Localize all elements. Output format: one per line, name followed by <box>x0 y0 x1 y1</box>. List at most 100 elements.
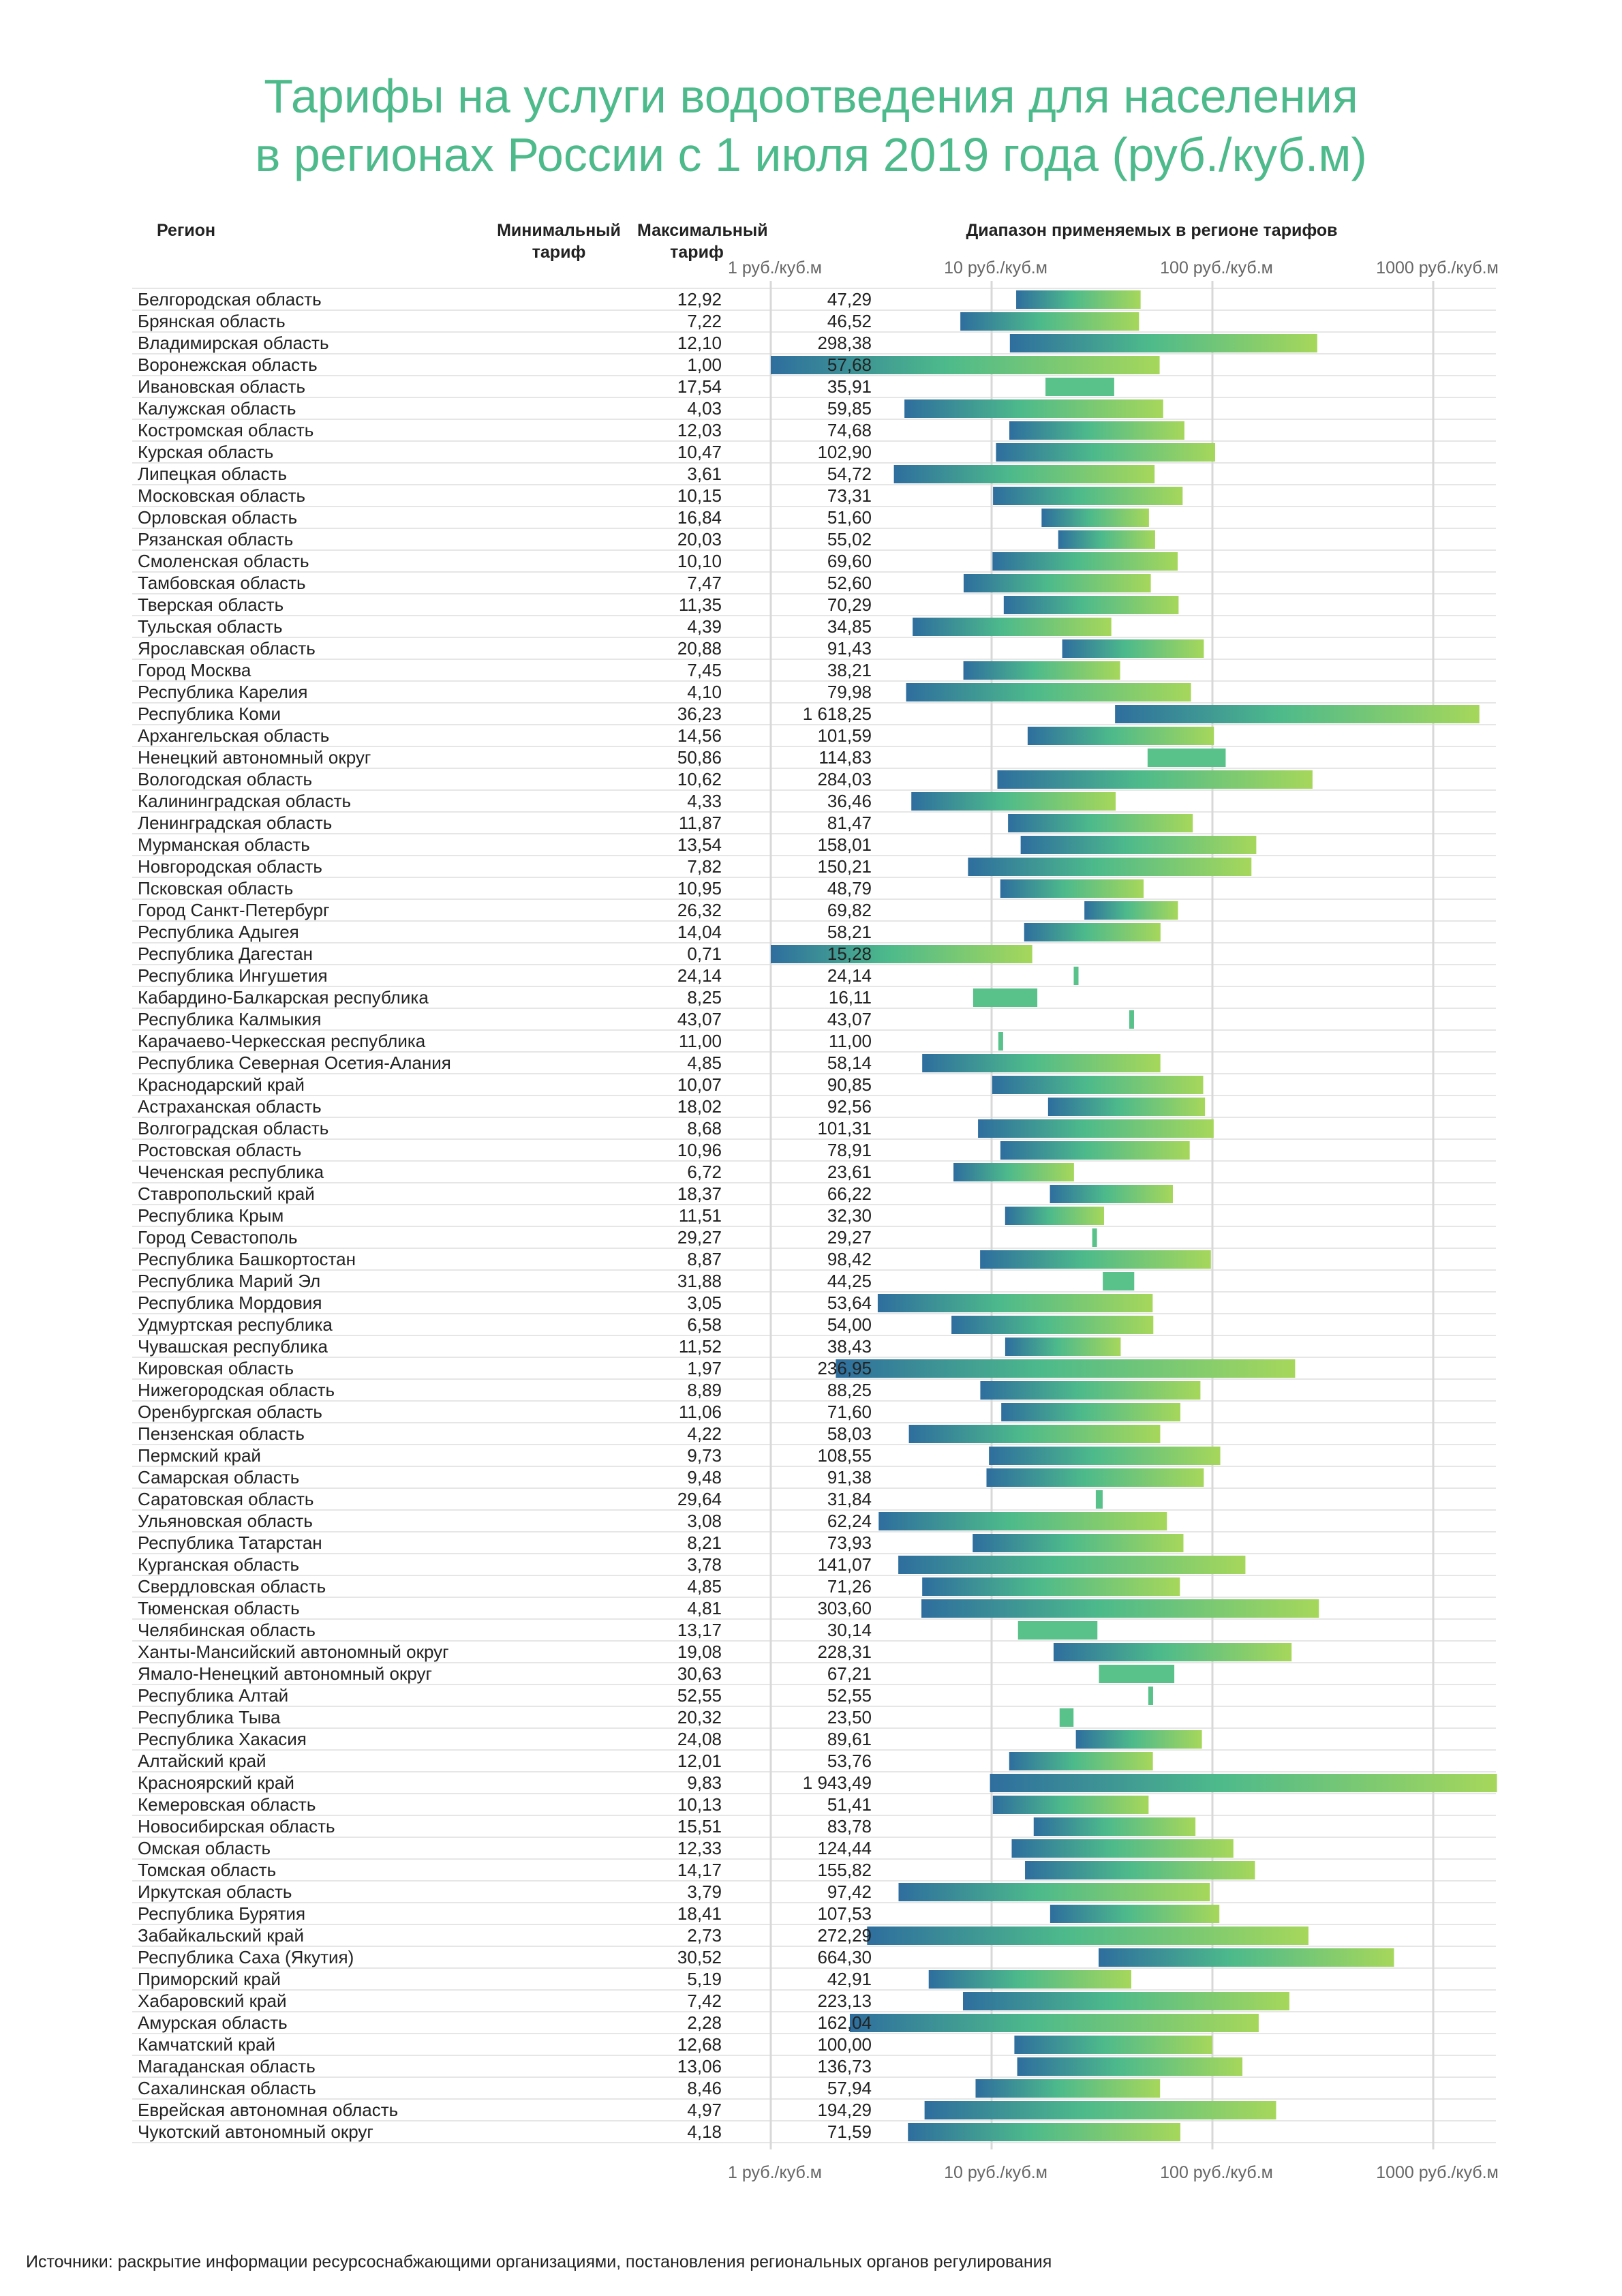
range-bar <box>998 1032 1003 1051</box>
max-tariff-value: 108,55 <box>817 1445 872 1466</box>
region-name: Чеченская республика <box>138 1162 324 1182</box>
range-bar <box>836 1359 1296 1378</box>
min-tariff-value: 12,03 <box>677 420 722 440</box>
region-name: Костромская область <box>138 420 314 440</box>
table-row: Приморский край 5,19 42,91 <box>132 1968 1448 1990</box>
min-tariff-value: 8,46 <box>687 2078 722 2098</box>
region-name: Челябинская область <box>138 1620 316 1640</box>
min-tariff-value: 4,33 <box>687 791 722 811</box>
min-tariff-value: 4,97 <box>687 2100 722 2120</box>
max-tariff-value: 32,30 <box>827 1205 872 1226</box>
region-name: Ненецкий автономный округ <box>138 747 371 768</box>
max-tariff-value: 114,83 <box>818 747 872 768</box>
min-tariff-value: 18,37 <box>677 1183 722 1204</box>
min-tariff-value: 14,04 <box>677 922 722 942</box>
range-bar <box>951 1316 1154 1334</box>
min-tariff-value: 13,17 <box>677 1620 722 1640</box>
max-tariff-value: 34,85 <box>827 616 872 637</box>
range-bar <box>1099 1665 1175 1683</box>
region-name: Кемеровская область <box>138 1794 316 1815</box>
table-row: Ханты-Мансийский автономный округ 19,08 22… <box>132 1641 1448 1663</box>
max-tariff-value: 71,26 <box>827 1576 872 1597</box>
max-tariff-value: 228,31 <box>817 1642 872 1662</box>
min-tariff-value: 11,35 <box>678 594 722 615</box>
table-row: Новгородская область 7,82 150,21 <box>132 856 1448 877</box>
region-name: Омская область <box>138 1838 271 1858</box>
max-tariff-value: 23,61 <box>827 1162 872 1182</box>
max-tariff-value: 52,60 <box>827 573 872 593</box>
max-tariff-value: 136,73 <box>817 2056 872 2076</box>
min-tariff-value: 4,85 <box>687 1053 722 1073</box>
table-row: Ставропольский край 18,37 66,22 <box>132 1183 1448 1205</box>
range-bar <box>1000 879 1144 898</box>
min-tariff-value: 20,03 <box>677 529 722 549</box>
table-row: Смоленская область 10,10 69,60 <box>132 550 1448 572</box>
min-tariff-value: 10,95 <box>677 878 722 898</box>
table-row: Тверская область 11,35 70,29 <box>132 594 1448 616</box>
range-bar <box>849 2014 1259 2032</box>
table-row: Республика Северная Осетия-Алания 4,85 58,… <box>132 1052 1448 1074</box>
region-name: Тульская область <box>138 616 283 637</box>
range-bar <box>996 443 1216 462</box>
range-bar <box>1024 923 1161 941</box>
range-bar <box>1148 1687 1153 1705</box>
chart-title-line-2: в регионах России с 1 июля 2019 года (ру… <box>255 128 1367 181</box>
min-tariff-value: 17,54 <box>677 376 722 397</box>
min-tariff-value: 2,73 <box>687 1925 722 1946</box>
range-bar <box>990 1774 1497 1792</box>
max-tariff-value: 102,90 <box>817 442 872 462</box>
max-tariff-value: 88,25 <box>827 1380 872 1400</box>
max-tariff-value: 162,04 <box>817 2012 872 2033</box>
region-name: Республика Ингушетия <box>138 965 328 986</box>
min-tariff-value: 26,32 <box>677 900 722 920</box>
range-bar <box>992 552 1178 571</box>
min-tariff-value: 8,68 <box>687 1118 722 1138</box>
min-tariff-value: 2,28 <box>687 2012 722 2033</box>
max-tariff-value: 71,60 <box>827 1402 872 1422</box>
range-bar <box>980 1381 1201 1400</box>
range-bar <box>1073 967 1079 985</box>
table-row: Ленинградская область 11,87 81,47 <box>132 812 1448 834</box>
max-tariff-value: 92,56 <box>827 1096 872 1117</box>
min-tariff-value: 10,15 <box>677 485 722 506</box>
max-tariff-value: 46,52 <box>827 311 872 331</box>
max-tariff-value: 43,07 <box>827 1009 872 1029</box>
max-tariff-value: 155,82 <box>817 1860 872 1880</box>
table-row: Калужская область 4,03 59,85 <box>132 397 1448 419</box>
table-row: Забайкальский край 2,73 272,29 <box>132 1924 1448 1946</box>
range-bar <box>913 618 1112 636</box>
region-name: Республика Татарстан <box>138 1532 322 1553</box>
region-name: Сахалинская область <box>138 2078 316 2098</box>
table-row: Красноярский край 9,83 1 943,49 <box>132 1772 1448 1794</box>
min-tariff-value: 9,83 <box>687 1772 722 1793</box>
max-tariff-value: 59,85 <box>827 398 872 419</box>
region-name: Карачаево-Черкесская республика <box>138 1031 426 1051</box>
range-bars <box>771 290 1497 2141</box>
table-row: Краснодарский край 10,07 90,85 <box>132 1074 1448 1096</box>
region-name: Вологодская область <box>138 769 313 789</box>
min-tariff-value: 36,23 <box>677 704 722 724</box>
table-row: Ненецкий автономный округ 50,86 114,83 <box>132 746 1448 768</box>
range-bar <box>1016 290 1141 309</box>
region-name: Удмуртская республика <box>138 1314 333 1335</box>
min-tariff-value: 5,19 <box>687 1969 722 1989</box>
min-tariff-value: 4,39 <box>687 616 722 637</box>
region-name: Псковская область <box>138 878 294 898</box>
max-tariff-value: 69,60 <box>827 551 872 571</box>
range-bar <box>898 1883 1210 1901</box>
region-name: Ставропольский край <box>138 1183 315 1204</box>
region-name: Иркутская область <box>138 1882 292 1902</box>
max-tariff-value: 69,82 <box>827 900 872 920</box>
table-row: Магаданская область 13,06 136,73 <box>132 2055 1448 2077</box>
region-name: Новосибирская область <box>138 1816 335 1837</box>
max-tariff-value: 15,28 <box>827 943 872 964</box>
table-row: Еврейская автономная область 4,97 194,29 <box>132 2099 1448 2121</box>
max-tariff-value: 58,03 <box>827 1423 872 1444</box>
max-tariff-value: 54,72 <box>827 464 872 484</box>
max-tariff-value: 101,59 <box>817 725 872 746</box>
range-bar <box>1099 1948 1394 1967</box>
min-tariff-value: 12,01 <box>677 1751 722 1771</box>
min-tariff-value: 4,18 <box>687 2121 722 2142</box>
min-tariff-value: 10,07 <box>677 1074 722 1095</box>
region-name: Республика Северная Осетия-Алания <box>138 1053 451 1073</box>
